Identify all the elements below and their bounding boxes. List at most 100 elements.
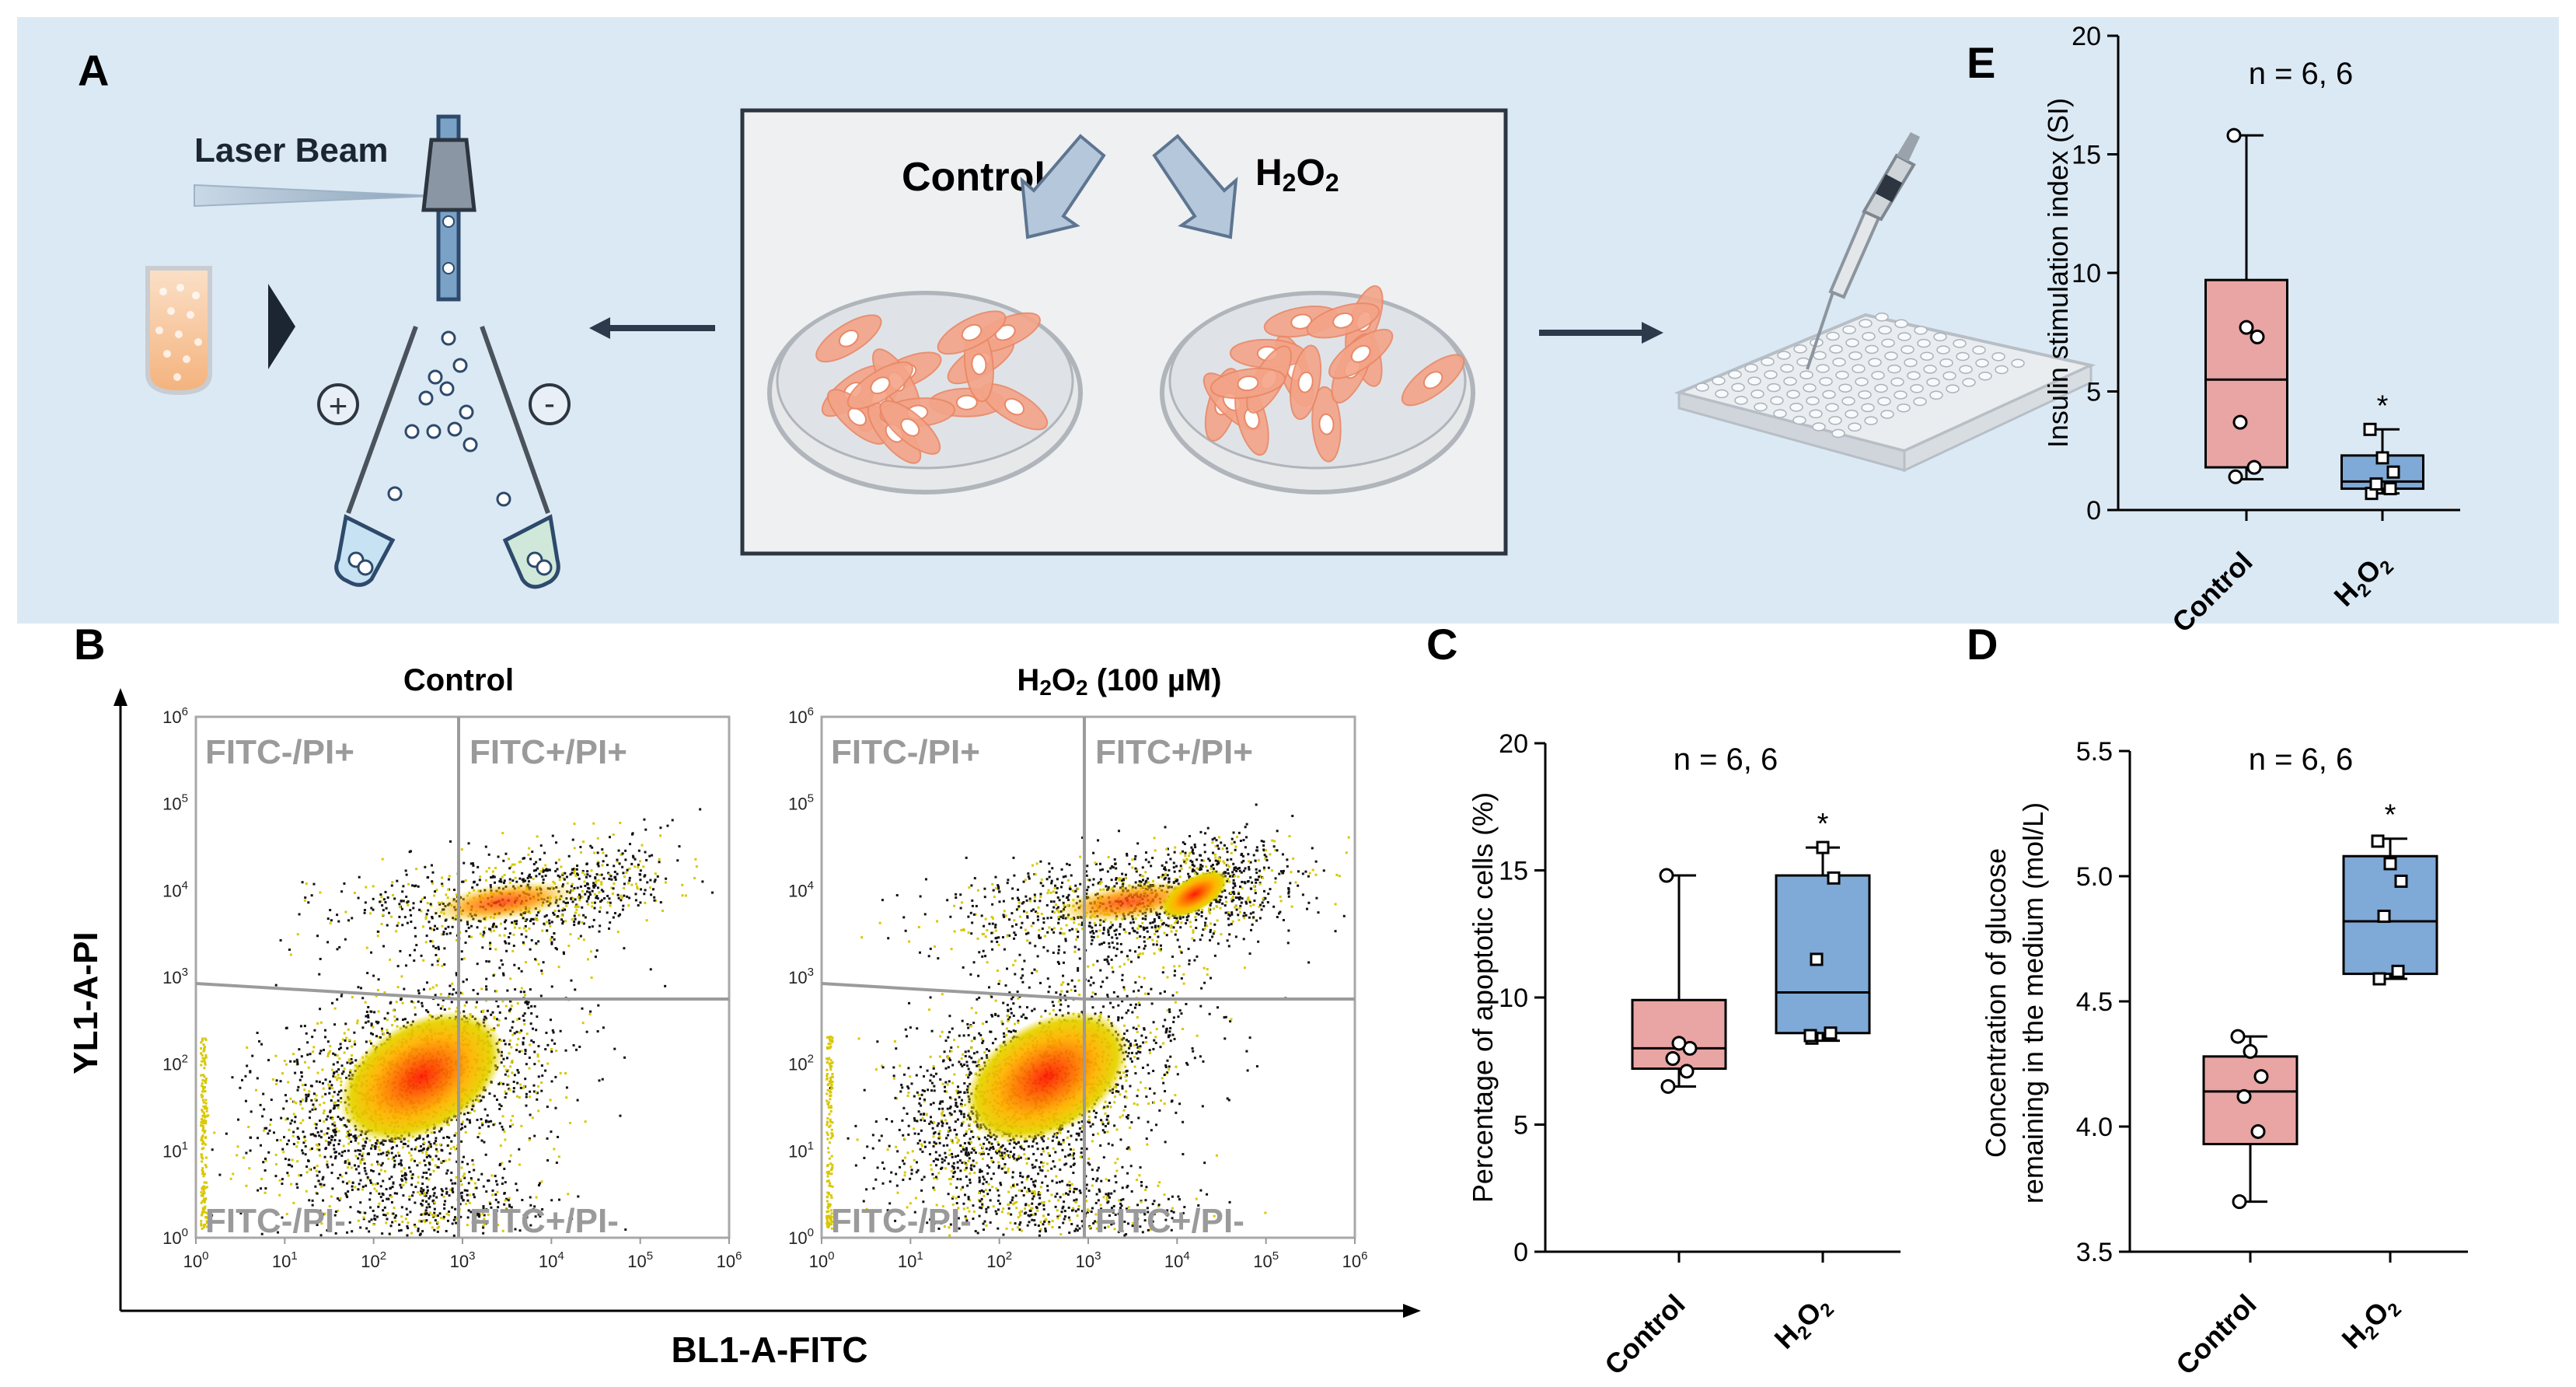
box-1: *	[2342, 799, 2438, 986]
y-tick-label: 5	[2086, 378, 2101, 407]
box-1: *	[1775, 808, 1871, 1045]
box-plot-panel-c: C 0 5 10 15 20 Percentage of apoptotic cells (…	[1426, 620, 1901, 1381]
x-tick-label: 103	[450, 1249, 476, 1271]
negative-electrode-icon	[529, 383, 571, 425]
x-tick-label: 103	[1076, 1249, 1101, 1271]
box-1: *	[2340, 390, 2424, 501]
cell-icon	[879, 400, 941, 455]
y-tick-label: 103	[788, 966, 814, 987]
data-point	[1659, 868, 1674, 883]
y-axis-label: Insulin stimulation index (SI)	[2042, 98, 2074, 448]
quadrant-label: FITC-/PI-	[831, 1202, 972, 1240]
y-tick-label: 20	[2072, 22, 2101, 51]
quadrant-label: FITC+/PI-	[1095, 1202, 1244, 1240]
minus-sign: -	[544, 385, 555, 421]
cell-icon	[1209, 367, 1286, 400]
cell-icon	[1401, 354, 1465, 407]
y-tick-label: 102	[788, 1053, 814, 1074]
plot-title-h2o2: H2O2 (100 µM)	[1017, 663, 1221, 700]
box-0	[2204, 128, 2288, 484]
panel-b-label: B	[74, 620, 105, 669]
data-point	[2375, 451, 2389, 465]
y-tick-label: 106	[162, 705, 188, 727]
data-point	[2228, 469, 2243, 484]
data-point	[1827, 871, 1841, 885]
plot-title-control: Control	[403, 663, 514, 697]
droplets	[387, 330, 511, 507]
x-tick-label: 101	[272, 1249, 298, 1271]
quadrant-gate-horizontal	[821, 982, 1355, 1001]
x-tick-label: 102	[361, 1249, 386, 1271]
play-arrow-icon	[268, 284, 295, 369]
data-point	[2372, 972, 2386, 986]
x-tick-label: 106	[1342, 1249, 1368, 1271]
panel-label: E	[1967, 38, 1995, 87]
y-tick-label: 100	[162, 1226, 188, 1248]
data-point	[2250, 1123, 2266, 1139]
y-tick-label: 5	[1513, 1111, 1528, 1141]
data-point	[1824, 1026, 1838, 1040]
data-point	[1803, 1029, 1817, 1043]
data-point	[2386, 465, 2400, 479]
flow-y-axis-label: YL1-A-PI	[67, 931, 105, 1074]
data-point	[2253, 1069, 2269, 1085]
laser-beam	[194, 183, 436, 208]
y-tick-label: 105	[788, 792, 814, 814]
y-tick-label: 102	[162, 1053, 188, 1074]
y-tick-label: 0	[2086, 496, 2101, 526]
flow-plot-0: FITC-/PI+ FITC+/PI+FITC-/PI- FITC+/PI-1001…	[162, 705, 742, 1271]
category-label: H2O2	[1768, 1288, 1838, 1358]
data-point	[2232, 414, 2248, 430]
box-0	[2202, 1029, 2299, 1210]
n-annotation: n = 6, 6	[2249, 742, 2354, 777]
laser-beam-label: Laser Beam	[194, 131, 388, 169]
data-point	[2243, 1043, 2258, 1059]
data-point	[2369, 477, 2383, 491]
y-axis-label: remaining in the medium (mol/L)	[2017, 802, 2049, 1204]
petri-dish-control	[767, 291, 1083, 494]
y-tick-label: 10	[1499, 983, 1528, 1013]
data-point	[2383, 857, 2397, 871]
panel-label: D	[1967, 620, 1998, 669]
data-point	[1679, 1064, 1695, 1079]
x-tick-label: 106	[717, 1249, 742, 1271]
flow-plot-1: FITC-/PI+ FITC+/PI+FITC-/PI- FITC+/PI-1001…	[788, 705, 1367, 1271]
cell-icon	[1290, 344, 1322, 421]
pipette-icon	[1806, 132, 1920, 370]
y-tick-label: 100	[788, 1226, 814, 1248]
cell-icon	[937, 310, 1007, 355]
category-label: Control	[1598, 1288, 1691, 1381]
density-cloud	[1161, 870, 1228, 918]
positive-electrode-icon	[317, 383, 359, 425]
x-tick-label: 101	[898, 1249, 923, 1271]
arrow-left-icon	[589, 317, 715, 339]
arrow-right-icon	[1539, 322, 1663, 344]
significance-marker: *	[2385, 799, 2396, 832]
dish-label-h2o2: H2O2	[1255, 152, 1339, 197]
dish-label-control: Control	[902, 155, 1045, 200]
quadrant-label: FITC-/PI-	[205, 1202, 346, 1240]
deflection-plate-left	[346, 325, 418, 515]
panel-a-label: A	[78, 46, 109, 95]
y-tick-label: 3.5	[2076, 1238, 2113, 1267]
collection-tube-right	[502, 514, 560, 589]
hollow-arrow-icon	[1020, 134, 1106, 239]
y-axis-label: Percentage of apoptotic cells (%)	[1467, 792, 1499, 1203]
cell-icon	[1311, 386, 1342, 463]
significance-marker: *	[2377, 390, 2389, 422]
petri-dish-h2o2	[1160, 285, 1475, 494]
box-plot-panel-d: D 3.5 4.0 4.5 5.0 5.5 Concentration of glucose…	[1967, 620, 2468, 1381]
data-point	[2239, 320, 2254, 335]
category-label: Control	[2169, 1288, 2262, 1381]
data-point	[2371, 834, 2385, 848]
data-point	[2394, 874, 2408, 888]
data-point	[1671, 1036, 1687, 1051]
quadrant-gate-horizontal	[195, 982, 729, 1001]
y-axis-label: Concentration of glucose	[1980, 848, 2012, 1158]
y-tick-label: 5.5	[2076, 737, 2113, 767]
flow-x-axis-label: BL1-A-FITC	[672, 1329, 868, 1370]
x-tick-label: 104	[539, 1249, 564, 1271]
hollow-arrow-icon	[1152, 134, 1238, 239]
quadrant-label: FITC+/PI+	[469, 733, 627, 771]
